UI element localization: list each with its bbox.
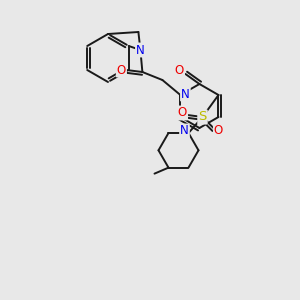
Text: O: O (214, 124, 223, 137)
Text: N: N (136, 44, 145, 56)
Text: S: S (198, 110, 207, 124)
Text: N: N (180, 124, 189, 137)
Text: O: O (117, 64, 126, 76)
Text: N: N (181, 88, 190, 100)
Text: O: O (178, 106, 187, 119)
Text: O: O (175, 64, 184, 77)
